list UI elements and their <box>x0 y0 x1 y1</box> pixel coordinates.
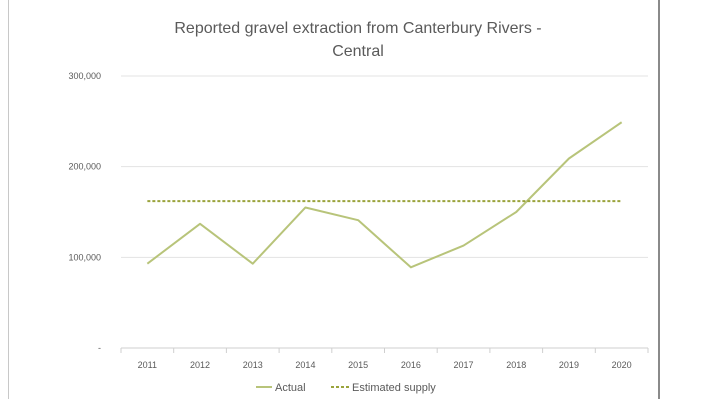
x-tick-label: 2014 <box>295 360 315 370</box>
x-axis-tick-labels: 2011 2012 2013 2014 2015 2016 2017 2018 2019 2020 <box>138 360 632 370</box>
x-tick-label: 2013 <box>243 360 263 370</box>
page-margin <box>662 0 705 399</box>
chart-title-line-2: Central <box>332 43 384 60</box>
axes <box>120 347 649 353</box>
x-tick-label: 2018 <box>506 360 526 370</box>
y-tick-label: - <box>98 343 101 353</box>
y-tick-label: 100,000 <box>68 252 101 262</box>
x-tick-label: 2012 <box>190 360 210 370</box>
x-tick-label: 2011 <box>138 360 157 370</box>
x-tick-label: 2019 <box>559 360 579 370</box>
series-lines <box>146 121 623 269</box>
x-tick-label: 2015 <box>348 360 368 370</box>
chart-title-line-1: Reported gravel extraction from Canterbu… <box>174 20 541 37</box>
y-axis-tick-labels: - 100,000 200,000 300,000 <box>68 71 101 353</box>
x-tick-label: 2020 <box>612 360 632 370</box>
x-tick-label: 2016 <box>401 360 421 370</box>
y-tick-label: 200,000 <box>68 162 101 172</box>
chart-frame <box>8 0 660 399</box>
series-line-actual <box>146 121 623 269</box>
legend-label-estimated-supply: Estimated supply <box>352 382 436 394</box>
x-tick-label: 2017 <box>454 360 474 370</box>
gridlines <box>121 75 648 258</box>
y-tick-label: 300,000 <box>68 71 101 81</box>
legend-label-actual: Actual <box>275 382 306 394</box>
legend: Actual Estimated supply <box>256 382 436 394</box>
